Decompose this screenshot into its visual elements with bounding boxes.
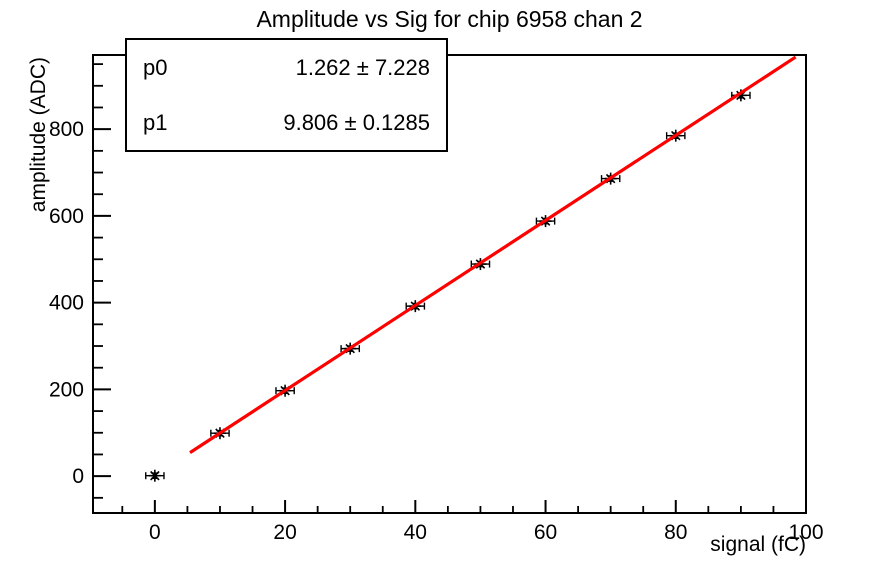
y-axis-title: amplitude (ADC) — [27, 57, 50, 212]
y-tick-label: 200 — [49, 378, 84, 401]
param-p1-value: 9.806 ± 0.1285 — [283, 109, 430, 135]
y-tick-label: 600 — [49, 205, 84, 228]
y-tick-label: 800 — [49, 118, 84, 141]
x-tick-label: 40 — [404, 521, 427, 544]
param-p1-label: p1 — [143, 109, 168, 135]
param-p0-value: 1.262 ± 7.228 — [295, 54, 430, 80]
x-tick-label: 0 — [149, 521, 161, 544]
y-tick-label: 0 — [72, 465, 84, 488]
plot-frame — [92, 54, 807, 514]
x-axis-title: signal (fC) — [710, 533, 806, 556]
fit-line — [189, 55, 797, 454]
x-tick-label: 100 — [788, 521, 823, 544]
x-tick-label: 20 — [273, 521, 296, 544]
chart-title: Amplitude vs Sig for chip 6958 chan 2 — [256, 6, 643, 32]
x-tick-label: 60 — [534, 521, 557, 544]
y-tick-label: 400 — [49, 292, 84, 315]
stats-row-p1: p1 9.806 ± 0.1285 — [127, 109, 446, 135]
param-p0-label: p0 — [143, 54, 168, 80]
stats-row-p0: p0 1.262 ± 7.228 — [127, 54, 446, 80]
data-point-marker — [150, 470, 160, 481]
fit-stats-box: p0 1.262 ± 7.228 p1 9.806 ± 0.1285 — [125, 38, 448, 152]
x-tick-label: 80 — [664, 521, 687, 544]
